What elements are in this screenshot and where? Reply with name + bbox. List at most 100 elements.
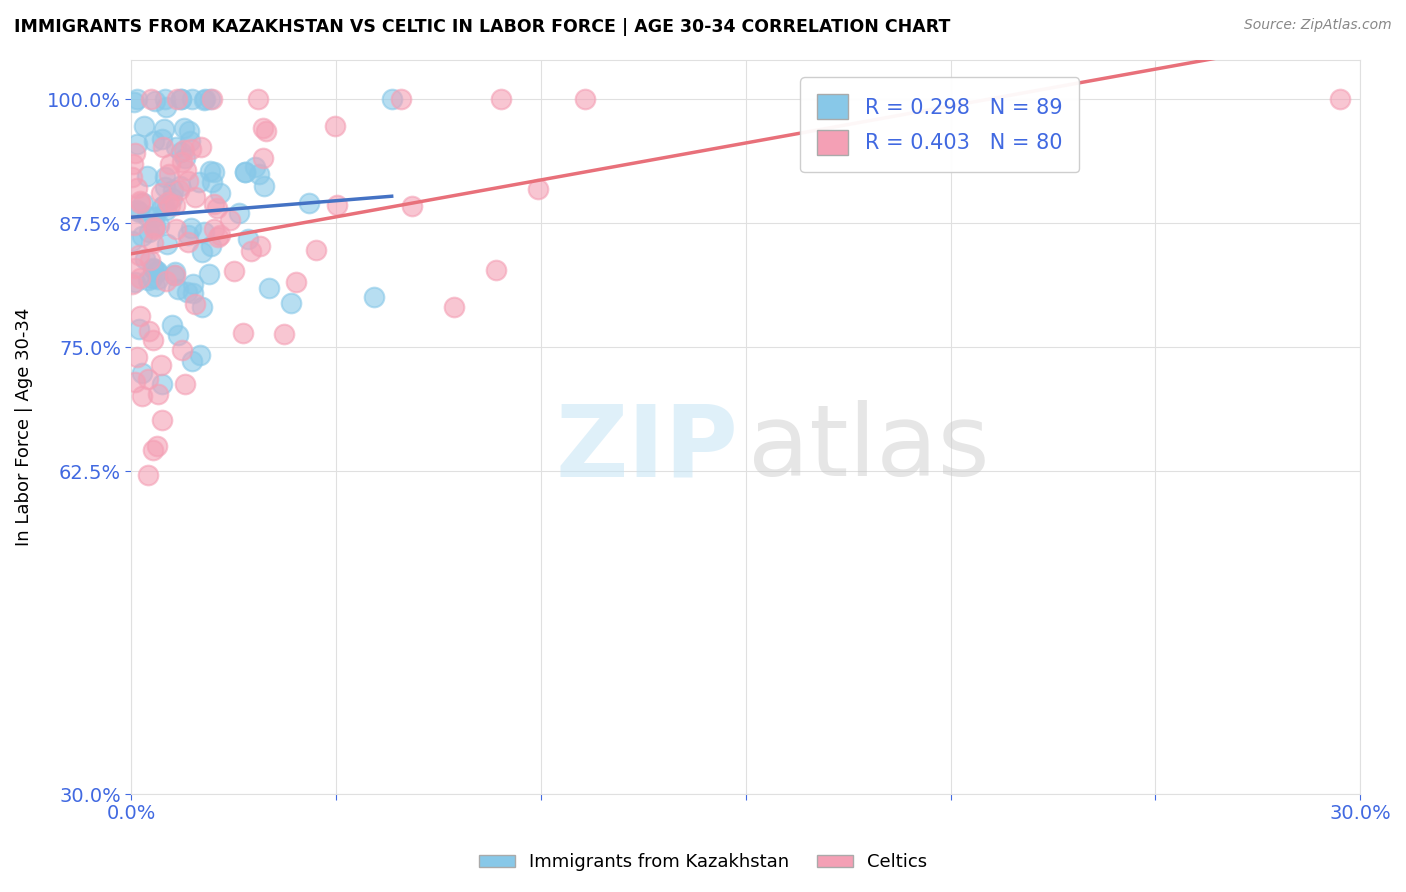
Point [297, 196, 319, 211]
Point [489, 92, 512, 106]
Point [180, 354, 202, 368]
Point [181, 285, 204, 300]
Point [389, 92, 412, 106]
Point [163, 268, 186, 282]
Point [179, 135, 201, 149]
Point [254, 124, 277, 138]
Point [143, 94, 166, 108]
Point [155, 179, 177, 194]
Point [142, 261, 165, 276]
Point [202, 197, 225, 211]
Point [177, 235, 200, 249]
Point [148, 387, 170, 401]
Point [166, 92, 188, 106]
Point [200, 164, 222, 178]
Point [363, 290, 385, 304]
Point [202, 222, 225, 236]
Point [139, 92, 162, 106]
Point [153, 121, 176, 136]
Point [138, 324, 160, 338]
Point [1329, 92, 1351, 106]
Point [247, 92, 270, 106]
Point [124, 275, 146, 289]
Point [155, 202, 177, 217]
Point [174, 377, 197, 392]
Point [150, 412, 173, 426]
Point [131, 229, 153, 244]
Point [124, 146, 146, 161]
Point [190, 301, 212, 315]
Point [125, 180, 148, 194]
Point [169, 92, 191, 106]
Y-axis label: In Labor Force | Age 30-34: In Labor Force | Age 30-34 [15, 308, 32, 546]
Point [121, 234, 143, 248]
Point [208, 228, 231, 243]
Point [485, 263, 508, 277]
Point [193, 225, 215, 239]
Point [134, 252, 156, 267]
Point [169, 183, 191, 197]
Point [139, 253, 162, 268]
Point [142, 235, 165, 250]
Point [128, 194, 150, 208]
Point [181, 277, 204, 292]
Point [236, 231, 259, 245]
Point [443, 300, 465, 314]
Point [138, 225, 160, 239]
Point [184, 297, 207, 311]
Point [174, 163, 197, 178]
Point [253, 179, 276, 194]
Point [131, 389, 153, 403]
Point [252, 151, 274, 165]
Point [157, 194, 180, 209]
Point [128, 322, 150, 336]
Point [207, 202, 229, 216]
Point [159, 198, 181, 212]
Point [153, 169, 176, 184]
Legend: Immigrants from Kazakhstan, Celtics: Immigrants from Kazakhstan, Celtics [471, 847, 935, 879]
Point [122, 218, 145, 232]
Point [141, 271, 163, 285]
Point [127, 136, 149, 151]
Point [150, 377, 173, 392]
Point [200, 239, 222, 253]
Point [165, 139, 187, 153]
Point [167, 327, 190, 342]
Point [136, 467, 159, 482]
Point [128, 205, 150, 219]
Point [169, 179, 191, 194]
Point [143, 219, 166, 233]
Point [142, 211, 165, 225]
Point [381, 92, 404, 106]
Point [177, 174, 200, 188]
Point [207, 229, 229, 244]
Point [243, 160, 266, 174]
Text: IMMIGRANTS FROM KAZAKHSTAN VS CELTIC IN LABOR FORCE | AGE 30-34 CORRELATION CHAR: IMMIGRANTS FROM KAZAKHSTAN VS CELTIC IN … [14, 18, 950, 36]
Point [136, 209, 159, 223]
Point [152, 132, 174, 146]
Point [122, 157, 145, 171]
Point [176, 285, 198, 300]
Point [128, 248, 150, 262]
Point [188, 175, 211, 189]
Point [142, 442, 165, 457]
Point [136, 169, 159, 183]
Point [181, 92, 204, 106]
Point [148, 218, 170, 232]
Point [200, 175, 222, 189]
Point [157, 167, 180, 181]
Point [121, 169, 143, 184]
Point [173, 121, 195, 136]
Point [198, 267, 221, 281]
Point [249, 239, 271, 253]
Point [180, 221, 202, 235]
Point [167, 282, 190, 296]
Point [193, 93, 215, 107]
Point [162, 183, 184, 197]
Point [574, 92, 596, 106]
Point [280, 296, 302, 310]
Point [170, 343, 193, 357]
Point [233, 165, 256, 179]
Point [202, 165, 225, 179]
Text: atlas: atlas [748, 401, 990, 498]
